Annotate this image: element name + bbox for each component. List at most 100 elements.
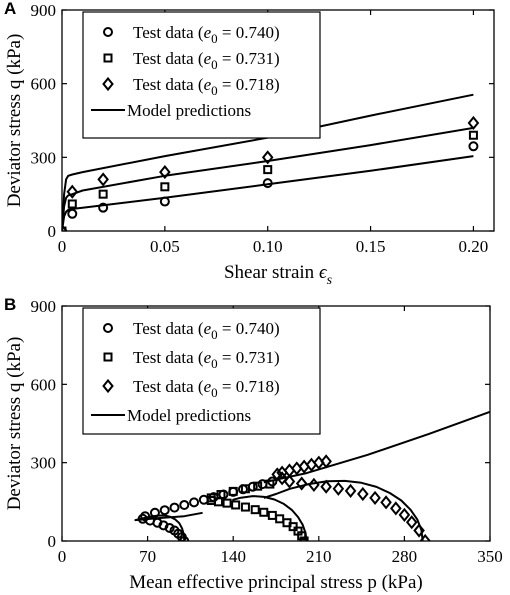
legend-label-subscript: 0 [211, 57, 218, 72]
legend-label-part: = 0.731) [218, 348, 280, 367]
data-point-circle [169, 525, 180, 536]
legend-marker-diamond [102, 378, 114, 394]
x-tick-label: 0 [58, 237, 67, 256]
data-point-diamond [357, 486, 369, 502]
data-point-square [240, 502, 250, 512]
legend-label-subscript: 0 [211, 83, 218, 98]
model-curve-3 [263, 479, 424, 541]
legend-label-part: = 0.740) [218, 23, 280, 42]
plot-frame [61, 9, 495, 232]
legend: Test data (e0 = 0.740)Test data (e0 = 0.… [82, 11, 321, 139]
data-point-square [222, 498, 232, 508]
data-point-square [263, 165, 273, 175]
data-point-square [299, 536, 309, 541]
legend-label-part: Test data ( [133, 75, 204, 94]
model-curve-1 [134, 511, 203, 541]
legend-item: Model predictions [91, 101, 251, 120]
legend-label: Model predictions [127, 406, 251, 425]
data-point-square [228, 486, 238, 496]
model-curve-2 [232, 495, 308, 541]
legend-label-part: = 0.718) [218, 377, 280, 396]
legend-item: Test data (e0 = 0.731) [103, 348, 280, 371]
data-point-square [468, 130, 478, 140]
x-axis-label-symbol: ϵ [319, 262, 328, 283]
data-point-circle [98, 202, 109, 213]
data-point-circle [159, 505, 170, 516]
data-point-diamond [332, 481, 345, 496]
legend-box [82, 307, 321, 435]
legend-item: Test data (e0 = 0.718) [102, 377, 280, 400]
legend-label-symbol: e [204, 75, 212, 94]
data-point-circle [179, 499, 190, 510]
y-tick-label: 300 [31, 148, 57, 167]
legend-item: Test data (e0 = 0.740) [103, 319, 280, 342]
legend-label-symbol: e [204, 348, 212, 367]
y-tick-label: 600 [31, 375, 57, 394]
data-point-square [259, 507, 269, 517]
data-point-diamond [380, 495, 392, 510]
x-tick-label: 140 [220, 547, 246, 566]
chart-panel-a: A 0 0.05 0.10 0.15 0.20 0 300 600 900 Shear strain… [4, 0, 495, 288]
data-point-square [240, 484, 250, 494]
data-point-circle [169, 502, 180, 513]
legend-label: Test data (e0 = 0.731) [133, 348, 280, 371]
data-point-diamond [320, 479, 332, 494]
data-point-square [253, 481, 263, 491]
legend-box [82, 11, 321, 139]
legend-label: Test data (e0 = 0.718) [133, 75, 280, 98]
x-axis-label-subscript: s [327, 273, 333, 288]
legend-marker-diamond [102, 76, 114, 92]
data-point-diamond [62, 223, 68, 231]
legend-label: Model predictions [127, 101, 251, 120]
plot-area [134, 410, 490, 541]
data-point-diamond [413, 523, 425, 538]
data-point-square [67, 199, 77, 209]
y-tick-label: 900 [31, 297, 57, 316]
x-tick-label: 210 [306, 547, 332, 566]
model-curve-1 [62, 155, 474, 231]
legend-label-part: Test data ( [133, 23, 204, 42]
legend-item: Model predictions [91, 406, 251, 425]
x-tick-label: 0.10 [253, 237, 283, 256]
data-point-square [267, 510, 277, 520]
legend-label: Test data (e0 = 0.718) [133, 377, 280, 400]
legend-label-part: = 0.718) [218, 75, 280, 94]
legend-label: Test data (e0 = 0.740) [133, 23, 280, 46]
legend-label-subscript: 0 [211, 31, 218, 46]
data-point-diamond [369, 490, 381, 505]
legend-item: Test data (e0 = 0.731) [103, 49, 280, 72]
legend-label-subscript: 0 [211, 356, 218, 371]
x-tick-label: 0.20 [459, 237, 489, 256]
y-axis-label: Deviator stress q (kPa) [4, 337, 25, 511]
data-point-diamond [390, 501, 402, 516]
legend: Test data (e0 = 0.740) Test data (e0 = 0.… [82, 307, 321, 435]
y-tick-label: 0 [48, 222, 57, 241]
data-point-diamond [97, 172, 109, 187]
legend-label-part: = 0.740) [218, 319, 280, 338]
data-point-diamond [405, 515, 418, 530]
data-point-circle [67, 208, 78, 219]
model-curve-4 [263, 410, 490, 484]
y-tick-label: 900 [31, 1, 57, 20]
data-point-diamond [66, 184, 79, 199]
x-tick-label: 70 [139, 547, 156, 566]
legend-label-part: = 0.731) [218, 49, 280, 68]
data-point-square [206, 493, 216, 503]
data-point-square [98, 189, 108, 199]
data-point-circle [198, 494, 209, 505]
x-tick-label: 280 [392, 547, 418, 566]
x-axis-label-text: Shear strain [224, 262, 319, 283]
y-tick-label: 300 [31, 454, 57, 473]
data-point-circle [468, 141, 479, 152]
panel-label: B [4, 295, 16, 314]
data-point-diamond [261, 150, 274, 165]
x-tick-label: 0 [58, 547, 67, 566]
data-point-diamond [308, 477, 320, 492]
legend-label-symbol: e [204, 319, 212, 338]
chart-panel-b: B 0 70 140 210 280 350 0 300 600 900 Mean effective… [4, 295, 503, 593]
data-point-square [160, 182, 170, 192]
legend-label-symbol: e [204, 49, 212, 68]
legend-item: Test data (e0 = 0.740) [103, 23, 280, 46]
data-point-square [250, 505, 260, 515]
